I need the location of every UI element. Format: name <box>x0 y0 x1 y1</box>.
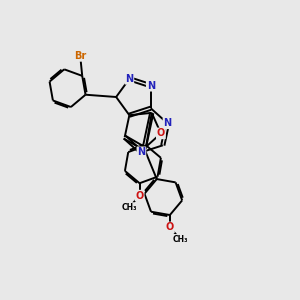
Text: N: N <box>137 147 146 157</box>
Text: N: N <box>147 81 155 91</box>
Text: O: O <box>157 128 165 138</box>
Text: CH₃: CH₃ <box>122 203 137 212</box>
Text: N: N <box>125 74 134 84</box>
Text: O: O <box>166 222 174 233</box>
Text: Br: Br <box>75 51 87 61</box>
Text: N: N <box>164 118 172 128</box>
Text: O: O <box>136 190 144 201</box>
Text: CH₃: CH₃ <box>172 235 188 244</box>
